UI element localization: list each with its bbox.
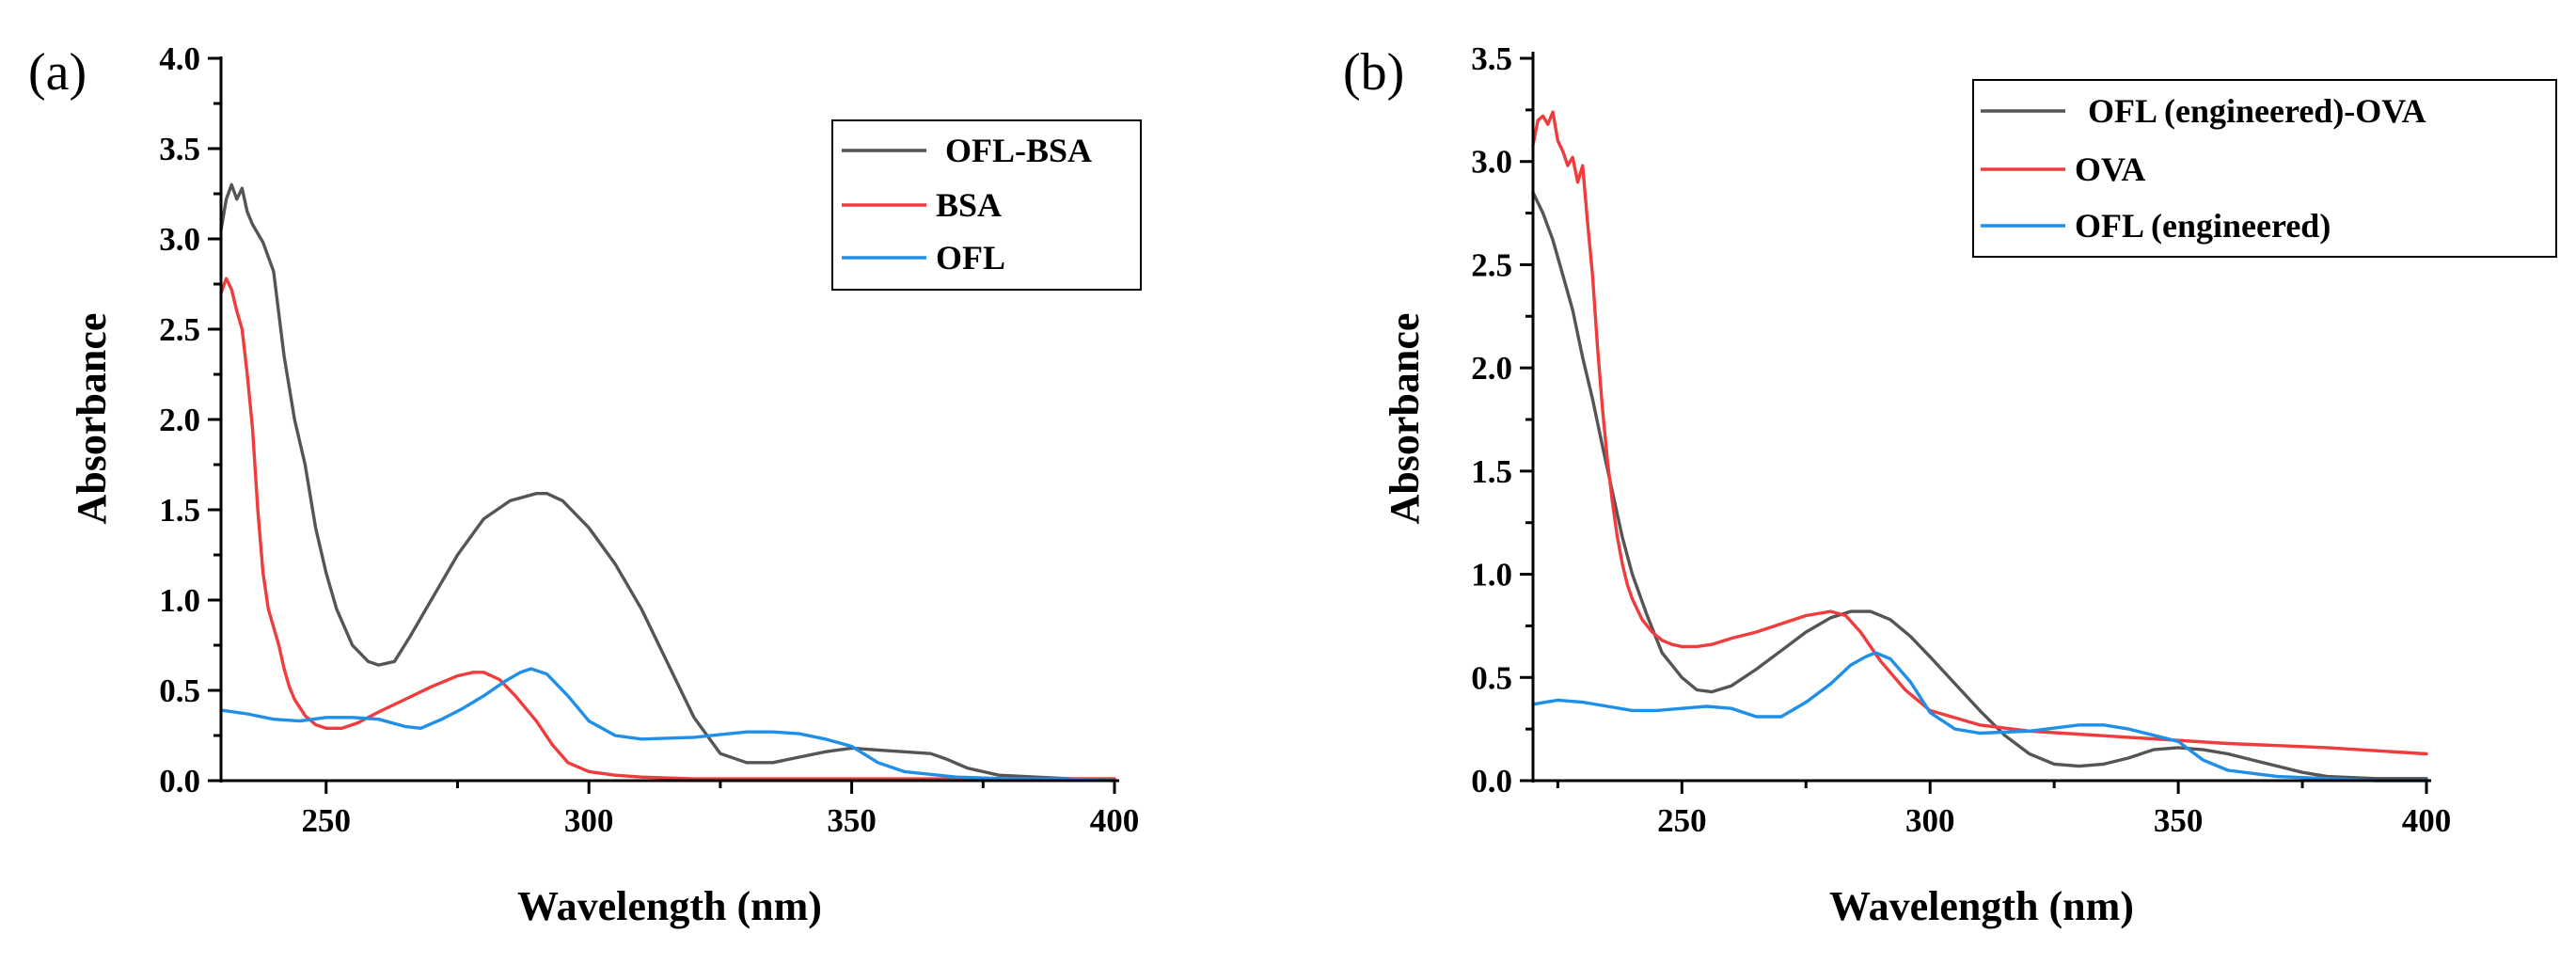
y-tick-label-a-7: 3.5: [159, 131, 200, 167]
y-tick-label-b-6: 3.0: [1471, 144, 1512, 181]
y-tick-label-b-1: 0.5: [1471, 659, 1512, 696]
series-line-b-1: [1531, 110, 2428, 756]
y-tick-label-a-0: 0.0: [159, 763, 200, 799]
x-tick-label-a-2: 350: [827, 802, 877, 839]
y-tick-label-a-3: 1.5: [159, 492, 200, 529]
legend-b-label-1: OVA: [2075, 150, 2145, 188]
legend-a-label-1: BSA: [936, 186, 1002, 224]
x-tick-label-a-3: 400: [1090, 802, 1140, 839]
y-tick-label-b-2: 1.0: [1471, 557, 1512, 593]
y-tick-label-b-5: 2.5: [1471, 246, 1512, 283]
panel-a-legend: OFL-BSA BSA OFL: [831, 119, 1142, 291]
panel-b-legend-box: [1972, 79, 2557, 258]
panel-b-plot-area: [1531, 110, 2428, 783]
x-tick-label-a-0: 250: [302, 802, 352, 839]
panel-b-legend: OFL (engineered)-OVA OVA OFL (engineered…: [1972, 79, 2557, 258]
panel-b-x-axis-title: Wavelength (nm): [1829, 883, 2134, 929]
panel-b-y-axis-title: Absorbance: [1382, 313, 1428, 525]
series-line-a-0: [219, 182, 1116, 781]
legend-b-label-2: OFL (engineered): [2075, 207, 2331, 245]
x-tick-label-a-1: 300: [564, 802, 614, 839]
panel-b-chart: (b) 0.0 0.5 1.0 1.5 2.0 2.5 3.0 3.5 250 300 350 400…: [1343, 40, 2557, 929]
panel-a-ticks: 0.0 0.5 1.0 1.5 2.0 2.5 3.0 3.5 4.0 250 300 350 400: [159, 40, 1139, 839]
panel-b-label: (b): [1343, 43, 1404, 102]
y-tick-label-b-7: 3.5: [1471, 40, 1512, 77]
y-tick-label-a-5: 2.5: [159, 311, 200, 348]
panel-a-label: (a): [28, 43, 87, 102]
y-tick-label-a-2: 1.0: [159, 582, 200, 619]
panel-b-ticks: 0.0 0.5 1.0 1.5 2.0 2.5 3.0 3.5 250 300 350 400: [1471, 40, 2451, 839]
series-line-a-1: [219, 277, 1116, 781]
panel-a-chart: (a) 0.0 0.5 1.0 1.5 2.0 2.5 3.0 3.5 4.0 250 300 350…: [28, 40, 1142, 929]
x-tick-label-b-1: 300: [1905, 802, 1955, 839]
panel-a-y-axis-title: Absorbance: [69, 313, 115, 525]
x-tick-label-b-3: 400: [2402, 802, 2452, 839]
x-tick-label-b-2: 350: [2154, 802, 2204, 839]
series-line-a-2: [219, 667, 1116, 783]
y-tick-label-a-6: 3.0: [159, 221, 200, 258]
y-tick-label-a-4: 2.0: [159, 402, 200, 438]
y-tick-label-b-4: 2.0: [1471, 350, 1512, 387]
y-tick-label-b-0: 0.0: [1471, 763, 1512, 799]
panel-a-x-axis-title: Wavelength (nm): [517, 883, 822, 929]
legend-b-label-0: OFL (engineered)-OVA: [2088, 92, 2426, 130]
legend-a-label-0: OFL-BSA: [945, 132, 1092, 169]
legend-a-label-2: OFL: [936, 239, 1005, 277]
series-line-b-0: [1531, 190, 2428, 781]
y-tick-label-b-3: 1.5: [1471, 453, 1512, 490]
panel-a-plot-area: [219, 182, 1116, 783]
y-tick-label-a-1: 0.5: [159, 672, 200, 709]
y-tick-label-a-8: 4.0: [159, 40, 200, 77]
series-line-b-2: [1531, 651, 2428, 783]
x-tick-label-b-0: 250: [1657, 802, 1707, 839]
